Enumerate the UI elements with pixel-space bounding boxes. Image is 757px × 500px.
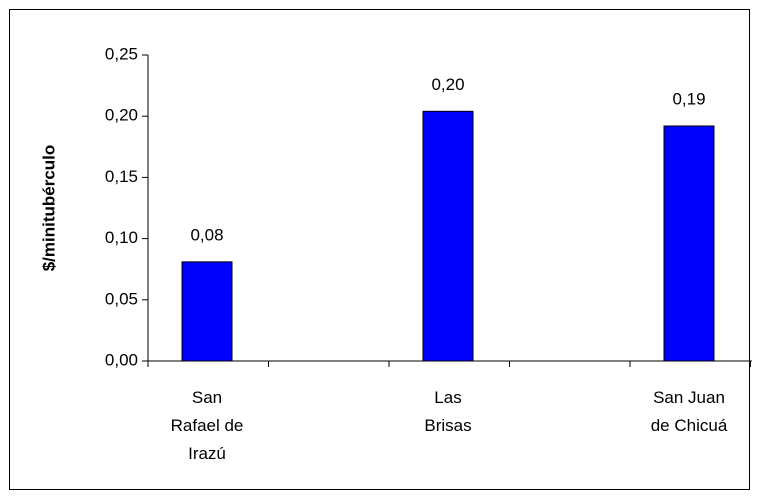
x-tick-label: San Rafael de Irazú [171, 388, 244, 463]
x-tick-label: Las Brisas [424, 388, 471, 435]
bar [422, 110, 474, 362]
data-label: 0,20 [431, 75, 464, 94]
data-label: 0,08 [190, 225, 223, 244]
y-tick-label: 0,20 [105, 106, 138, 125]
chart-border [9, 9, 750, 490]
y-tick-label: 0,25 [105, 44, 138, 63]
bar [663, 125, 715, 362]
x-tick-label: San Juan de Chicuá [651, 388, 728, 435]
y-tick-label: 0,00 [105, 350, 138, 369]
bar [181, 261, 233, 362]
data-label: 0,19 [672, 89, 705, 108]
y-axis-label: $/minitubérculo [39, 145, 58, 272]
y-tick-label: 0,15 [105, 167, 138, 186]
y-tick-label: 0,10 [105, 228, 138, 247]
y-tick-label: 0,05 [105, 289, 138, 308]
